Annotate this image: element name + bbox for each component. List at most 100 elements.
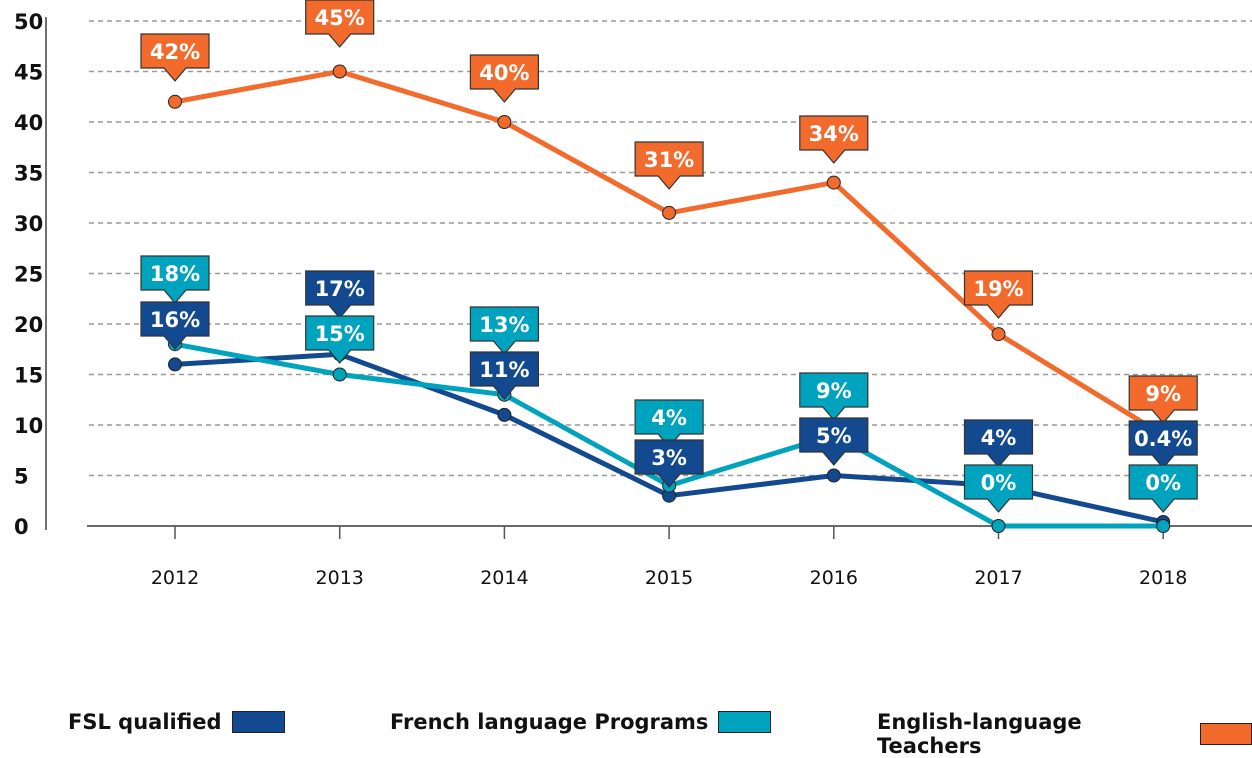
data-label-text: 0% [981, 471, 1017, 495]
data-point [168, 94, 182, 109]
data-label-box [963, 419, 1034, 468]
x-tick-label: 2013 [316, 567, 364, 589]
data-label-box [799, 372, 869, 421]
data-label: 0% [963, 464, 1034, 513]
data-point [497, 407, 512, 422]
data-label-box [799, 115, 869, 164]
data-label: 9% [799, 372, 869, 421]
x-tick-label: 2018 [1139, 567, 1187, 589]
data-label-text: 11% [479, 358, 529, 382]
data-point [168, 357, 182, 372]
data-label: 19% [963, 270, 1034, 319]
y-tick-label: 45 [14, 61, 43, 85]
data-label: 5% [799, 417, 869, 466]
data-label-box [634, 439, 704, 488]
data-label: 18% [140, 255, 210, 304]
data-label-text: 5% [816, 424, 852, 448]
data-label-box [305, 315, 375, 364]
y-tick-label: 40 [14, 111, 43, 135]
data-label: 11% [469, 351, 539, 400]
y-tick-label: 30 [14, 212, 43, 236]
data-label: 0.4% [1128, 420, 1198, 469]
legend-item-fsl-qualified: FSL qualified [68, 710, 285, 734]
legend-label: French language Programs [390, 710, 709, 734]
data-point [662, 205, 677, 220]
x-tick-label: 2014 [480, 567, 528, 589]
data-label: 13% [469, 306, 539, 355]
data-point [991, 327, 1006, 342]
data-label-box [140, 301, 210, 350]
x-tick-label: 2012 [151, 567, 199, 589]
data-label-box [963, 464, 1034, 513]
data-label: 4% [963, 419, 1034, 468]
legend-item-french-language-programs: French language Programs [390, 710, 772, 734]
data-point [497, 115, 512, 129]
data-label-text: 34% [809, 122, 859, 146]
data-label-box [799, 417, 869, 466]
data-point [332, 64, 347, 79]
data-label: 15% [305, 315, 375, 364]
legend-swatch [231, 711, 285, 733]
data-label: 40% [469, 54, 539, 103]
data-label: 16% [140, 301, 210, 350]
data-point [826, 468, 841, 483]
y-tick-label: 5 [14, 465, 29, 489]
data-label-box [1128, 375, 1198, 424]
x-tick-label: 2017 [974, 567, 1022, 589]
data-label-text: 13% [479, 313, 529, 337]
y-tick-label: 50 [14, 10, 43, 34]
data-point [1156, 519, 1171, 533]
series-line [174, 69, 1165, 438]
data-label-text: 42% [150, 40, 200, 64]
data-label-box [634, 141, 704, 190]
y-tick-label: 0 [14, 515, 29, 539]
data-label: 3% [634, 439, 704, 488]
data-label-text: 3% [651, 446, 687, 470]
data-label: 31% [634, 141, 704, 190]
data-label-box [1128, 420, 1198, 469]
y-tick-label: 20 [14, 313, 43, 337]
legend-label: FSL qualified [68, 710, 222, 734]
data-label-text: 45% [315, 6, 365, 30]
data-label-text: 19% [973, 277, 1023, 301]
data-label-text: 4% [981, 426, 1017, 450]
data-label-text: 15% [315, 322, 365, 346]
data-label-box [140, 255, 210, 304]
data-label-text: 16% [150, 308, 200, 332]
data-point [826, 175, 841, 190]
y-tick-label: 25 [14, 263, 43, 287]
data-label: 9% [1128, 375, 1198, 424]
data-point [991, 519, 1006, 533]
data-label-box [469, 54, 539, 103]
x-tick-label: 2016 [810, 567, 858, 589]
data-label: 34% [799, 115, 869, 164]
data-label-text: 0% [1145, 471, 1181, 495]
data-label-box [1128, 464, 1198, 513]
data-label: 17% [305, 270, 375, 319]
data-label-text: 4% [651, 406, 687, 430]
data-label: 42% [140, 33, 210, 82]
data-label: 45% [305, 0, 375, 48]
legend-item-english-language-teachers: English-language Teachers [877, 710, 1252, 758]
line-chart: 0 5 10 15 20 25 30 35 40 45 50 2012 2013 2014 2015 2016… [14, 0, 1252, 589]
x-tick-label: 2015 [645, 567, 693, 589]
data-label-text: 18% [150, 262, 200, 286]
data-label-box [140, 33, 210, 82]
legend-label: English-language Teachers [877, 710, 1082, 758]
data-label-text: 0.4% [1134, 427, 1192, 451]
legend-swatch [718, 711, 772, 733]
data-label-box [305, 0, 375, 48]
data-label-box [469, 351, 539, 400]
data-label-box [963, 270, 1034, 319]
data-label-text: 17% [315, 277, 365, 301]
data-label-text: 31% [644, 148, 694, 172]
y-tick-label: 35 [14, 162, 43, 186]
data-label-text: 9% [1145, 382, 1181, 406]
y-tick-label: 15 [14, 364, 43, 388]
data-label-box [305, 270, 375, 319]
y-tick-label: 10 [14, 414, 43, 438]
data-label-box [469, 306, 539, 355]
data-label: 0% [1128, 464, 1198, 513]
data-label-text: 40% [479, 61, 529, 85]
data-label-text: 9% [816, 379, 852, 403]
